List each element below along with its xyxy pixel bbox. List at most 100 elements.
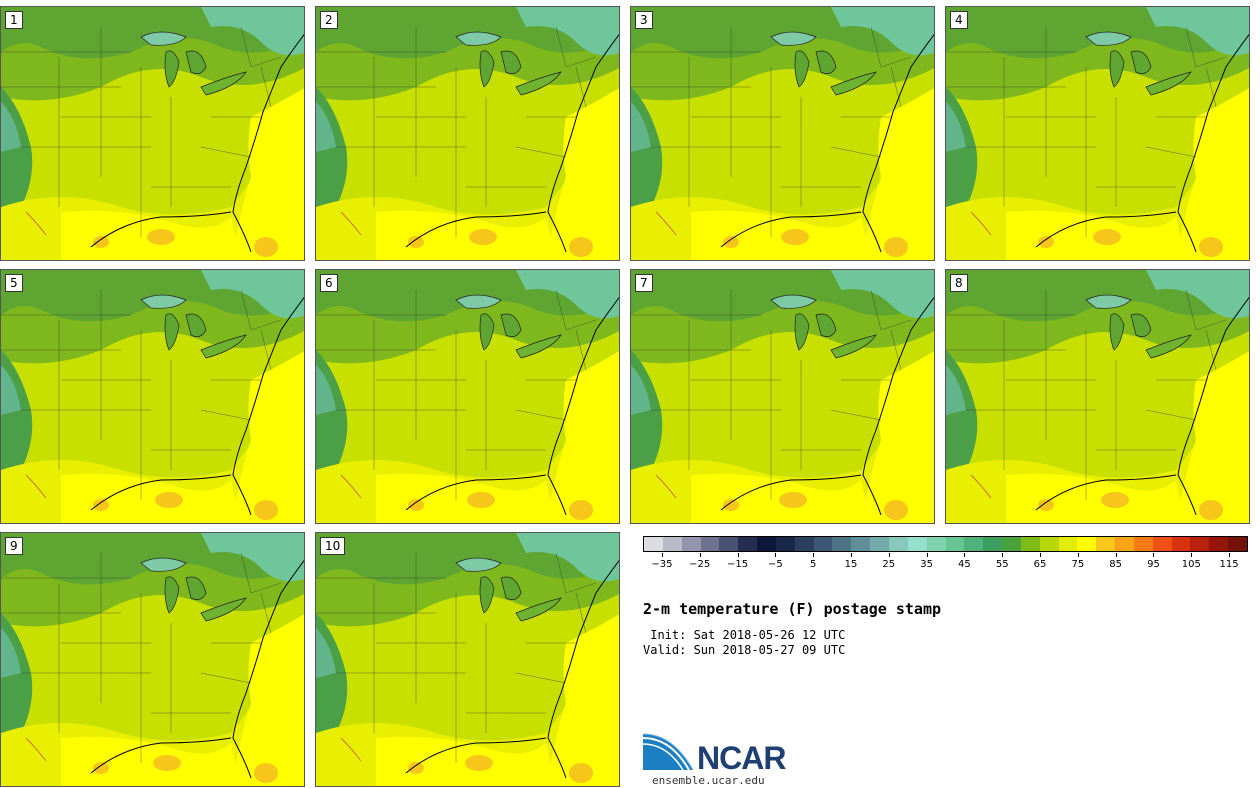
member-panel: 2 — [315, 6, 620, 261]
member-panel: 8 — [945, 269, 1250, 524]
colorbar-tick-mark — [813, 553, 815, 557]
colorbar-tick-label: 15 — [844, 559, 858, 570]
colorbar-swatch — [1133, 537, 1153, 551]
member-number: 7 — [635, 274, 653, 292]
colorbar-swatch — [794, 537, 814, 551]
temperature-colorbar — [643, 536, 1248, 552]
colorbar-tick-mark — [1040, 553, 1042, 557]
temperature-map — [316, 533, 619, 786]
temperature-map — [316, 270, 619, 523]
colorbar-tick-mark — [1191, 553, 1193, 557]
logo-url: ensemble.ucar.edu — [652, 774, 765, 787]
colorbar-swatch — [926, 537, 946, 551]
colorbar-tick-label: 75 — [1071, 559, 1085, 570]
member-number: 9 — [5, 537, 23, 555]
temperature-map — [1, 270, 304, 523]
colorbar-swatch — [775, 537, 795, 551]
colorbar-swatch — [1077, 537, 1097, 551]
colorbar-swatch — [644, 537, 663, 551]
member-panel: 10 — [315, 532, 620, 787]
colorbar-ticks: −35 −25 −15 −5 5 15 25 35 45 55 65 75 85 95 105 115 — [643, 553, 1248, 573]
colorbar-swatch — [1171, 537, 1191, 551]
colorbar-tick-label: 105 — [1181, 559, 1201, 570]
colorbar-swatch — [1002, 537, 1021, 551]
colorbar-tick-mark — [1229, 553, 1231, 557]
member-panel: 1 — [0, 6, 305, 261]
colorbar-swatch — [719, 537, 739, 551]
colorbar-tick-mark — [699, 553, 701, 557]
member-panel: 3 — [630, 6, 935, 261]
member-panel: 6 — [315, 269, 620, 524]
ncar-logo-icon — [643, 733, 694, 771]
temperature-map — [1, 7, 304, 260]
member-number: 6 — [320, 274, 338, 292]
colorbar-tick-mark — [1153, 553, 1155, 557]
member-number: 4 — [950, 11, 968, 29]
member-number: 10 — [320, 537, 346, 555]
colorbar-swatch — [1228, 537, 1247, 551]
temperature-map — [1, 533, 304, 786]
member-number: 8 — [950, 274, 968, 292]
colorbar-tick-mark — [1077, 553, 1079, 557]
colorbar-swatch — [700, 537, 720, 551]
colorbar-tick-mark — [964, 553, 966, 557]
valid-time: Valid: Sun 2018-05-27 09 UTC — [643, 643, 846, 657]
colorbar-swatch — [1209, 537, 1229, 551]
colorbar-swatch — [1058, 537, 1078, 551]
temperature-map — [316, 7, 619, 260]
colorbar-swatch — [1096, 537, 1116, 551]
temperature-map — [946, 7, 1249, 260]
colorbar-swatch — [888, 537, 908, 551]
colorbar-swatch — [983, 537, 1003, 551]
colorbar-swatch — [851, 537, 871, 551]
colorbar-tick-mark — [775, 553, 777, 557]
colorbar-tick-mark — [1002, 553, 1004, 557]
colorbar-tick-mark — [1115, 553, 1117, 557]
colorbar-tick-mark — [926, 553, 928, 557]
colorbar-swatch — [1152, 537, 1172, 551]
colorbar-tick-label: 25 — [882, 559, 896, 570]
colorbar-tick-mark — [888, 553, 890, 557]
colorbar-swatch — [1115, 537, 1134, 551]
colorbar-tick-label: 95 — [1147, 559, 1160, 570]
member-panel: 5 — [0, 269, 305, 524]
temperature-map — [631, 7, 934, 260]
colorbar-tick-label: −35 — [651, 559, 673, 570]
chart-title: 2-m temperature (F) postage stamp — [643, 600, 942, 618]
temperature-map — [946, 270, 1249, 523]
member-number: 5 — [5, 274, 23, 292]
colorbar-tick-label: −15 — [726, 559, 749, 570]
member-number: 3 — [635, 11, 653, 29]
colorbar-tick-label: 115 — [1219, 559, 1239, 570]
colorbar-tick-mark — [737, 553, 739, 557]
member-number: 1 — [5, 11, 23, 29]
member-panel: 4 — [945, 6, 1250, 261]
colorbar-swatch — [870, 537, 889, 551]
colorbar-tick-label: 45 — [958, 559, 971, 570]
member-panel: 7 — [630, 269, 935, 524]
colorbar-swatch — [1039, 537, 1059, 551]
init-time: Init: Sat 2018-05-26 12 UTC — [643, 628, 846, 642]
member-panel: 9 — [0, 532, 305, 787]
colorbar-tick-label: 5 — [809, 559, 817, 570]
colorbar-swatch — [907, 537, 927, 551]
colorbar-tick-mark — [661, 553, 663, 557]
colorbar-swatch — [832, 537, 852, 551]
colorbar-swatch — [964, 537, 984, 551]
colorbar-tick-label: −25 — [689, 559, 711, 570]
colorbar-tick-label: 35 — [920, 559, 933, 570]
member-number: 2 — [320, 11, 338, 29]
colorbar-swatch — [1020, 537, 1040, 551]
colorbar-tick-label: −5 — [767, 559, 783, 570]
colorbar-tick-label: 55 — [995, 559, 1009, 570]
colorbar-swatch — [1190, 537, 1210, 551]
colorbar-tick-mark — [850, 553, 852, 557]
temperature-map — [631, 270, 934, 523]
colorbar-swatch — [945, 537, 965, 551]
ncar-logo-text: NCAR — [697, 740, 786, 776]
colorbar-swatch — [681, 537, 701, 551]
colorbar-swatch — [813, 537, 833, 551]
colorbar-tick-label: 85 — [1109, 559, 1123, 570]
colorbar-swatch — [738, 537, 758, 551]
colorbar-swatch — [757, 537, 776, 551]
